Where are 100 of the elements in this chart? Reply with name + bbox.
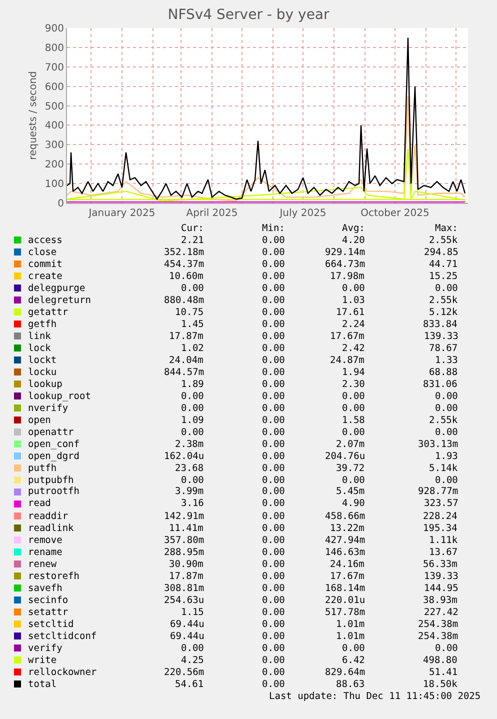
text: 54.61 bbox=[175, 679, 204, 690]
legend-label: putrootfh bbox=[28, 486, 80, 497]
text: 1.58 bbox=[342, 415, 366, 426]
text: 2.24 bbox=[342, 319, 366, 330]
legend-label: setcltid bbox=[28, 619, 74, 630]
legend-label: putpubfh bbox=[28, 475, 74, 486]
text: 0.00 bbox=[181, 391, 204, 402]
text: 13.67 bbox=[429, 547, 458, 558]
text: 220.01u bbox=[325, 595, 366, 606]
text: 352.18m bbox=[164, 247, 204, 258]
text: 6.42 bbox=[342, 655, 365, 666]
text: 323.57 bbox=[424, 498, 458, 509]
text: 56.33m bbox=[423, 559, 458, 570]
text: 17.67m bbox=[330, 571, 365, 582]
text: 0.00 bbox=[181, 427, 204, 438]
text: Max: bbox=[435, 223, 458, 234]
legend-label: setattr bbox=[28, 607, 68, 618]
text: 1.89 bbox=[181, 379, 204, 390]
text: 2.38m bbox=[175, 439, 204, 450]
text: 0.00 bbox=[262, 523, 286, 534]
text: 1.01m bbox=[336, 631, 365, 642]
text: 0.00 bbox=[262, 343, 286, 354]
text: 17.67m bbox=[330, 331, 365, 342]
text: 2.07m bbox=[336, 439, 365, 450]
text: 0.00 bbox=[435, 391, 458, 402]
text: 3.16 bbox=[181, 498, 204, 509]
text: 308.81m bbox=[164, 583, 204, 594]
text: 44.71 bbox=[429, 259, 458, 270]
text: 0.00 bbox=[262, 559, 286, 570]
text: 829.64m bbox=[325, 667, 366, 678]
text: 844.57m bbox=[164, 367, 204, 378]
text: 288.95m bbox=[164, 547, 204, 558]
text: 454.37m bbox=[164, 259, 204, 270]
text: 0.00 bbox=[262, 451, 286, 462]
text: 142.91m bbox=[164, 511, 204, 522]
text: 144.95 bbox=[424, 583, 458, 594]
text: 220.56m bbox=[164, 667, 204, 678]
text: 0.00 bbox=[262, 391, 286, 402]
text: 5.45m bbox=[336, 486, 365, 497]
text: 1.01m bbox=[336, 619, 365, 630]
text: 0.00 bbox=[181, 403, 204, 414]
legend-label: close bbox=[28, 247, 57, 258]
y-tick-label: 600 bbox=[44, 82, 64, 93]
text: 1.11k bbox=[429, 535, 458, 546]
text: 11.41m bbox=[169, 523, 204, 534]
text: 69.44u bbox=[170, 631, 204, 642]
text: 0.00 bbox=[435, 283, 458, 294]
text: 10.75 bbox=[175, 307, 204, 318]
text: 195.34 bbox=[423, 523, 458, 534]
text: 0.00 bbox=[262, 655, 286, 666]
legend-label: getattr bbox=[28, 307, 68, 318]
legend-label: restorefh bbox=[28, 571, 80, 582]
text: 0.00 bbox=[262, 403, 286, 414]
text: 0.00 bbox=[262, 331, 286, 342]
text: 831.06 bbox=[423, 379, 458, 390]
text: 664.73m bbox=[325, 259, 366, 270]
text: 17.61 bbox=[336, 307, 365, 318]
text: Last update: Thu Dec 11 11:45:00 2025 bbox=[269, 691, 481, 702]
text: 2.55k bbox=[429, 415, 458, 426]
text: 0.00 bbox=[262, 379, 286, 390]
y-tick-label: 500 bbox=[44, 101, 64, 112]
text: 0.00 bbox=[342, 403, 366, 414]
text: 24.16m bbox=[330, 559, 365, 570]
text: 0.00 bbox=[262, 643, 286, 654]
legend-label: secinfo bbox=[28, 595, 68, 606]
legend-label: lockt bbox=[28, 355, 57, 366]
text: 88.63 bbox=[336, 679, 365, 690]
text: 0.00 bbox=[181, 475, 204, 486]
y-tick-label: 800 bbox=[44, 42, 64, 54]
text: 69.44u bbox=[170, 619, 204, 630]
text: 0.00 bbox=[262, 427, 286, 438]
legend-label: lock bbox=[28, 343, 52, 354]
text: 0.00 bbox=[181, 643, 204, 654]
text: 1.09 bbox=[181, 415, 204, 426]
text: 38.93m bbox=[423, 595, 458, 606]
text: 68.88 bbox=[429, 367, 458, 378]
text: 0.00 bbox=[262, 631, 286, 642]
text: 0.00 bbox=[262, 498, 286, 509]
y-tick-label: 0 bbox=[58, 198, 64, 210]
text: 458.66m bbox=[325, 511, 366, 522]
text: 0.00 bbox=[342, 283, 366, 294]
text: 1.45 bbox=[181, 319, 204, 330]
text: 0.00 bbox=[342, 475, 366, 486]
y-tick-label: 300 bbox=[44, 140, 64, 152]
text: 18.50k bbox=[423, 679, 458, 690]
legend-label: remove bbox=[28, 535, 63, 546]
legend-label: access bbox=[28, 235, 62, 246]
chart-title: NFSv4 Server - by year bbox=[168, 6, 330, 23]
legend-label: verify bbox=[28, 643, 63, 654]
legend-label: rename bbox=[28, 547, 63, 558]
x-tick-label: January 2025 bbox=[88, 208, 156, 219]
text: 1.94 bbox=[342, 367, 366, 378]
text: 0.00 bbox=[262, 547, 286, 558]
text: 0.00 bbox=[262, 439, 286, 450]
text: 1.15 bbox=[181, 607, 204, 618]
legend-label: link bbox=[28, 331, 52, 342]
legend-label: lookup_root bbox=[28, 391, 91, 402]
legend-label: renew bbox=[28, 559, 57, 570]
x-tick-label: April 2025 bbox=[186, 208, 238, 219]
text: 2.21 bbox=[181, 235, 204, 246]
